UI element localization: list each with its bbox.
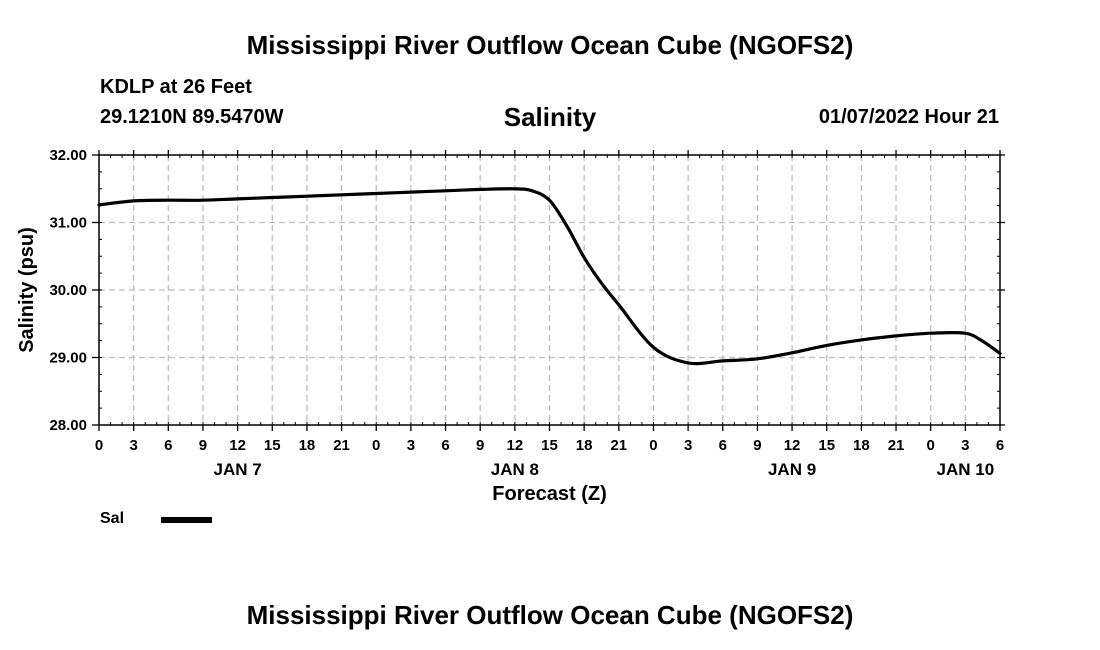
station-name: KDLP at 26 Feet xyxy=(100,76,252,98)
legend-label: Sal xyxy=(100,510,125,527)
y-axis-title: Salinity (psu) xyxy=(16,227,38,353)
x-tick-label: 18 xyxy=(576,437,593,454)
x-tick-label: 15 xyxy=(541,437,558,454)
chart-title: Salinity xyxy=(503,102,597,132)
y-tick-label: 31.00 xyxy=(49,215,87,232)
y-tick-label: 30.00 xyxy=(49,282,87,299)
y-tick-label: 32.00 xyxy=(49,147,87,164)
salinity-series-line xyxy=(97,187,1002,366)
legend-swatch xyxy=(161,517,212,523)
x-tick-label: 9 xyxy=(753,437,761,454)
x-tick-label: 18 xyxy=(853,437,870,454)
y-tick-label: 28.00 xyxy=(49,417,87,434)
x-tick-label: 9 xyxy=(476,437,484,454)
y-tick-label: 29.00 xyxy=(49,350,87,367)
x-tick-label: 15 xyxy=(264,437,281,454)
x-day-label: JAN 7 xyxy=(214,460,262,479)
x-tick-label: 0 xyxy=(649,437,657,454)
station-coordinates: 29.1210N 89.5470W xyxy=(100,106,284,128)
x-tick-label: 21 xyxy=(333,437,350,454)
x-tick-label: 0 xyxy=(372,437,380,454)
x-tick-label: 3 xyxy=(129,437,137,454)
x-tick-label: 6 xyxy=(441,437,449,454)
x-tick-label: 21 xyxy=(610,437,627,454)
x-day-label: JAN 8 xyxy=(491,460,539,479)
x-tick-label: 6 xyxy=(996,437,1004,454)
x-tick-label: 21 xyxy=(888,437,905,454)
x-tick-label: 12 xyxy=(784,437,801,454)
main-title: Mississippi River Outflow Ocean Cube (NG… xyxy=(246,30,854,60)
x-tick-label: 12 xyxy=(507,437,524,454)
x-tick-label: 0 xyxy=(95,437,103,454)
plot-frame xyxy=(98,154,1001,426)
x-tick-label: 18 xyxy=(299,437,316,454)
x-day-label: JAN 9 xyxy=(768,460,816,479)
x-day-label: JAN 10 xyxy=(937,460,995,479)
footer-title: Mississippi River Outflow Ocean Cube (NG… xyxy=(246,600,854,630)
chart-datetime: 01/07/2022 Hour 21 xyxy=(818,106,999,128)
x-tick-label: 15 xyxy=(818,437,835,454)
x-tick-label: 3 xyxy=(407,437,415,454)
x-tick-label: 6 xyxy=(719,437,727,454)
x-tick-label: 9 xyxy=(199,437,207,454)
x-tick-label: 0 xyxy=(927,437,935,454)
x-tick-label: 6 xyxy=(164,437,172,454)
x-axis-title: Forecast (Z) xyxy=(492,483,606,505)
x-tick-label: 12 xyxy=(229,437,246,454)
x-tick-label: 3 xyxy=(684,437,692,454)
x-tick-label: 3 xyxy=(961,437,969,454)
